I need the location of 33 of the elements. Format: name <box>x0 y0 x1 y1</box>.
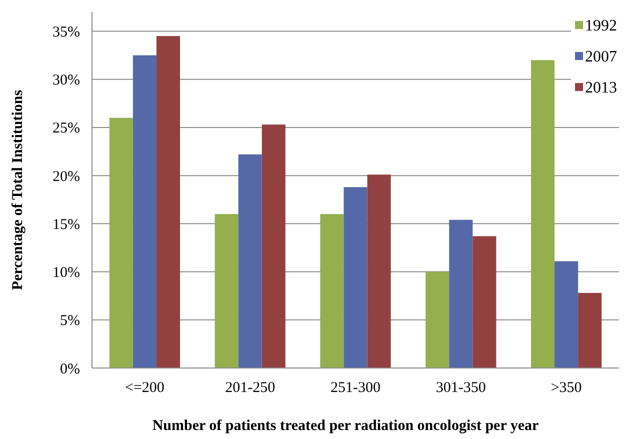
x-tick-label: 301-350 <box>436 380 486 396</box>
x-tick-label: 201-250 <box>225 380 276 396</box>
bar <box>214 214 238 368</box>
bar <box>132 55 156 368</box>
bar <box>472 236 496 368</box>
bar <box>156 36 180 368</box>
bar <box>109 118 133 368</box>
bar <box>238 154 262 368</box>
legend-label: 2007 <box>585 48 617 66</box>
bar <box>554 261 578 368</box>
y-tick-label: 20% <box>52 168 80 185</box>
x-axis-title: Number of patients treated per radiation oncologist per year <box>152 418 540 434</box>
legend-label: 2013 <box>585 80 617 97</box>
x-tick-label: 251-300 <box>330 380 380 396</box>
y-tick-label: 10% <box>52 265 80 282</box>
bar <box>320 214 344 368</box>
x-tick-label: >350 <box>550 380 582 396</box>
y-tick-label: 35% <box>52 24 80 40</box>
legend-label: 1992 <box>585 18 617 35</box>
y-tick-label: 15% <box>52 216 80 233</box>
bar <box>367 174 391 368</box>
bar <box>578 292 602 368</box>
y-tick-label: 25% <box>52 120 80 137</box>
y-tick-label: 5% <box>60 313 80 330</box>
y-axis-title: Percentage of Total Institutions <box>10 90 26 290</box>
y-tick-label: 0% <box>60 361 80 378</box>
bar <box>530 60 555 368</box>
bar <box>449 220 473 368</box>
bar <box>262 124 286 368</box>
bar <box>344 187 368 368</box>
y-tick-label: 30% <box>52 72 80 89</box>
x-tick-label: <=200 <box>124 380 164 396</box>
bar <box>426 272 450 368</box>
